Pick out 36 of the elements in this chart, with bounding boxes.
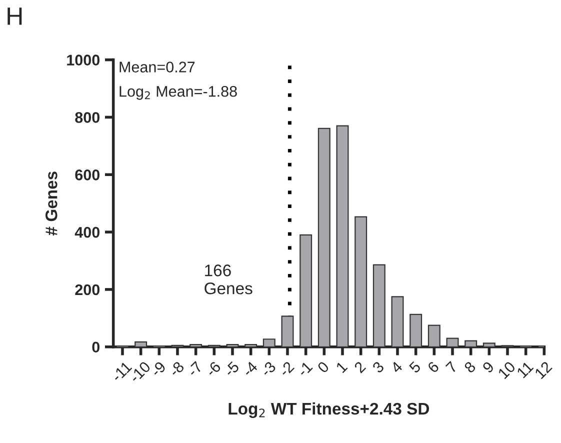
y-tick-label: 0 [92, 342, 100, 353]
annotation: Log$_{2}$ Mean=-1.88 [120, 86, 237, 100]
x-tick-label: 11 [516, 360, 534, 378]
x-tick-label: -9 [150, 360, 166, 378]
x-tick-label: -2 [278, 360, 295, 378]
x-tick-label: -5 [224, 360, 240, 378]
x-tick-label: 4 [390, 360, 403, 374]
x-tick-label: 8 [464, 360, 476, 374]
x-tick-label: 9 [482, 360, 495, 374]
x-tick-label: 5 [408, 360, 422, 374]
y-tick-label: 800 [75, 112, 100, 123]
y-axis-title: # Genes [45, 172, 58, 236]
x-tick-label: 3 [372, 360, 385, 374]
text: H [8, 8, 22, 25]
x-tick-label: 6 [426, 360, 440, 374]
x-tick-label: 1 [336, 360, 348, 374]
y-tick-label: 600 [75, 170, 100, 180]
x-tick-label: -4 [242, 360, 258, 378]
x-tick-label: -6 [205, 360, 222, 378]
x-tick-label: -8 [168, 360, 185, 378]
x-tick-label: 7 [445, 361, 458, 374]
x-tick-label: -1 [296, 360, 313, 378]
x-tick-label: -10 [132, 360, 152, 381]
x-tick-label: -11 [110, 360, 132, 382]
x-axis-title: Log$_{2}$ WT Fitness+2.43 SD [228, 402, 430, 418]
y-tick-label: 1000 [67, 54, 100, 66]
x-tick-label: 12 [534, 360, 552, 380]
annotation: 166 Genes [204, 264, 252, 294]
y-tick-label: 200 [75, 284, 100, 296]
x-tick-label: -7 [186, 361, 203, 378]
x-tick-label: 0 [316, 360, 330, 374]
x-tick-label: 2 [354, 360, 366, 374]
x-tick-label: 10 [498, 360, 516, 380]
y-tick-label: 400 [74, 226, 100, 238]
x-tick-label: -3 [260, 360, 276, 378]
annotation: Mean=0.27 [120, 62, 195, 72]
